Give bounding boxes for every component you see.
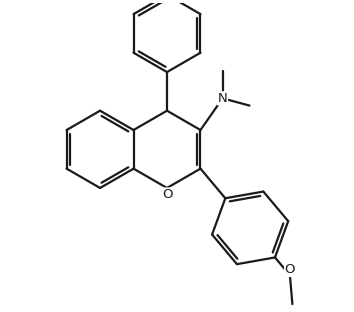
Text: O: O <box>162 188 172 201</box>
Text: O: O <box>285 263 295 276</box>
Text: N: N <box>218 92 228 105</box>
